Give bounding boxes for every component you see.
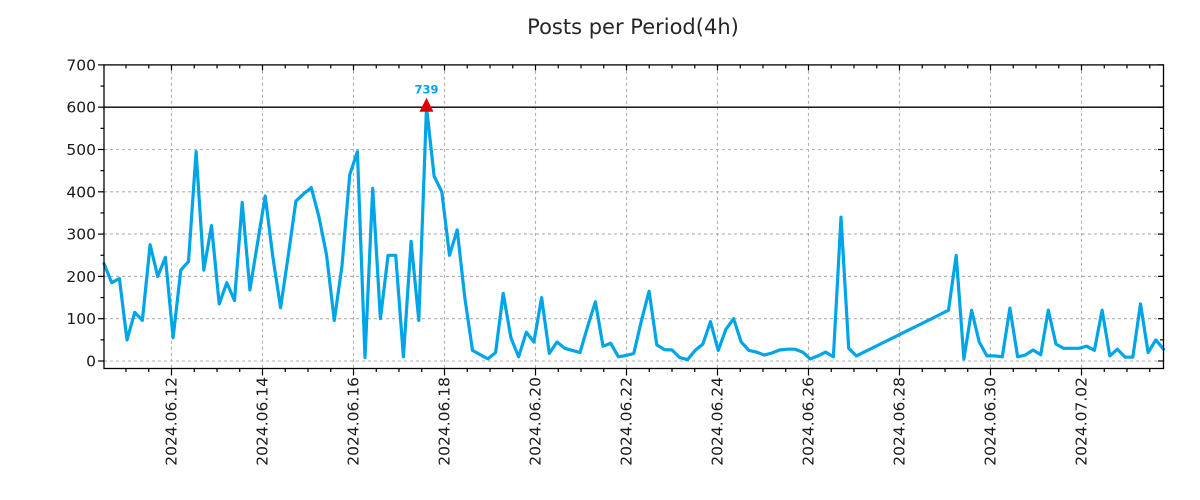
chart-title: Posts per Period(4h) [527, 15, 739, 39]
plot-border [103, 64, 1165, 370]
posts-line [102, 105, 1166, 362]
x-tick-label: 2024.06.30 [982, 377, 1000, 466]
x-tick-label: 2024.06.14 [254, 377, 272, 466]
x-tick-label: 2024.06.16 [345, 377, 363, 466]
peak-value-label: 739 [414, 83, 438, 97]
gridlines [104, 64, 1164, 369]
y-tick-label: 400 [66, 183, 96, 201]
x-tick-label: 2024.06.28 [891, 377, 909, 466]
peak-annotation: 739 [414, 83, 438, 112]
x-tick-label: 2024.06.22 [618, 377, 636, 466]
y-tick-label: 500 [66, 141, 96, 159]
peak-marker-triangle-icon [419, 97, 434, 112]
x-tick-label: 2024.06.12 [163, 377, 181, 466]
y-tick-label: 200 [66, 268, 96, 286]
y-tick-label: 100 [66, 310, 96, 328]
x-tick-label: 2024.06.24 [709, 377, 727, 466]
y-tick-label: 300 [66, 226, 96, 244]
y-tick-label: 600 [66, 99, 96, 117]
y-tick-label: 700 [66, 56, 96, 74]
axis-tick-labels: 0 100 200 300 400 500 600 700 2024.06.12 2024.06.… [66, 56, 1090, 465]
data-series [102, 105, 1166, 362]
x-tick-label: 2024.06.20 [527, 377, 545, 466]
x-tick-label: 2024.06.26 [800, 377, 818, 466]
axes [98, 64, 1165, 376]
x-tick-label: 2024.07.02 [1073, 377, 1091, 466]
x-tick-label: 2024.06.18 [436, 377, 454, 466]
y-tick-label: 0 [86, 353, 96, 371]
